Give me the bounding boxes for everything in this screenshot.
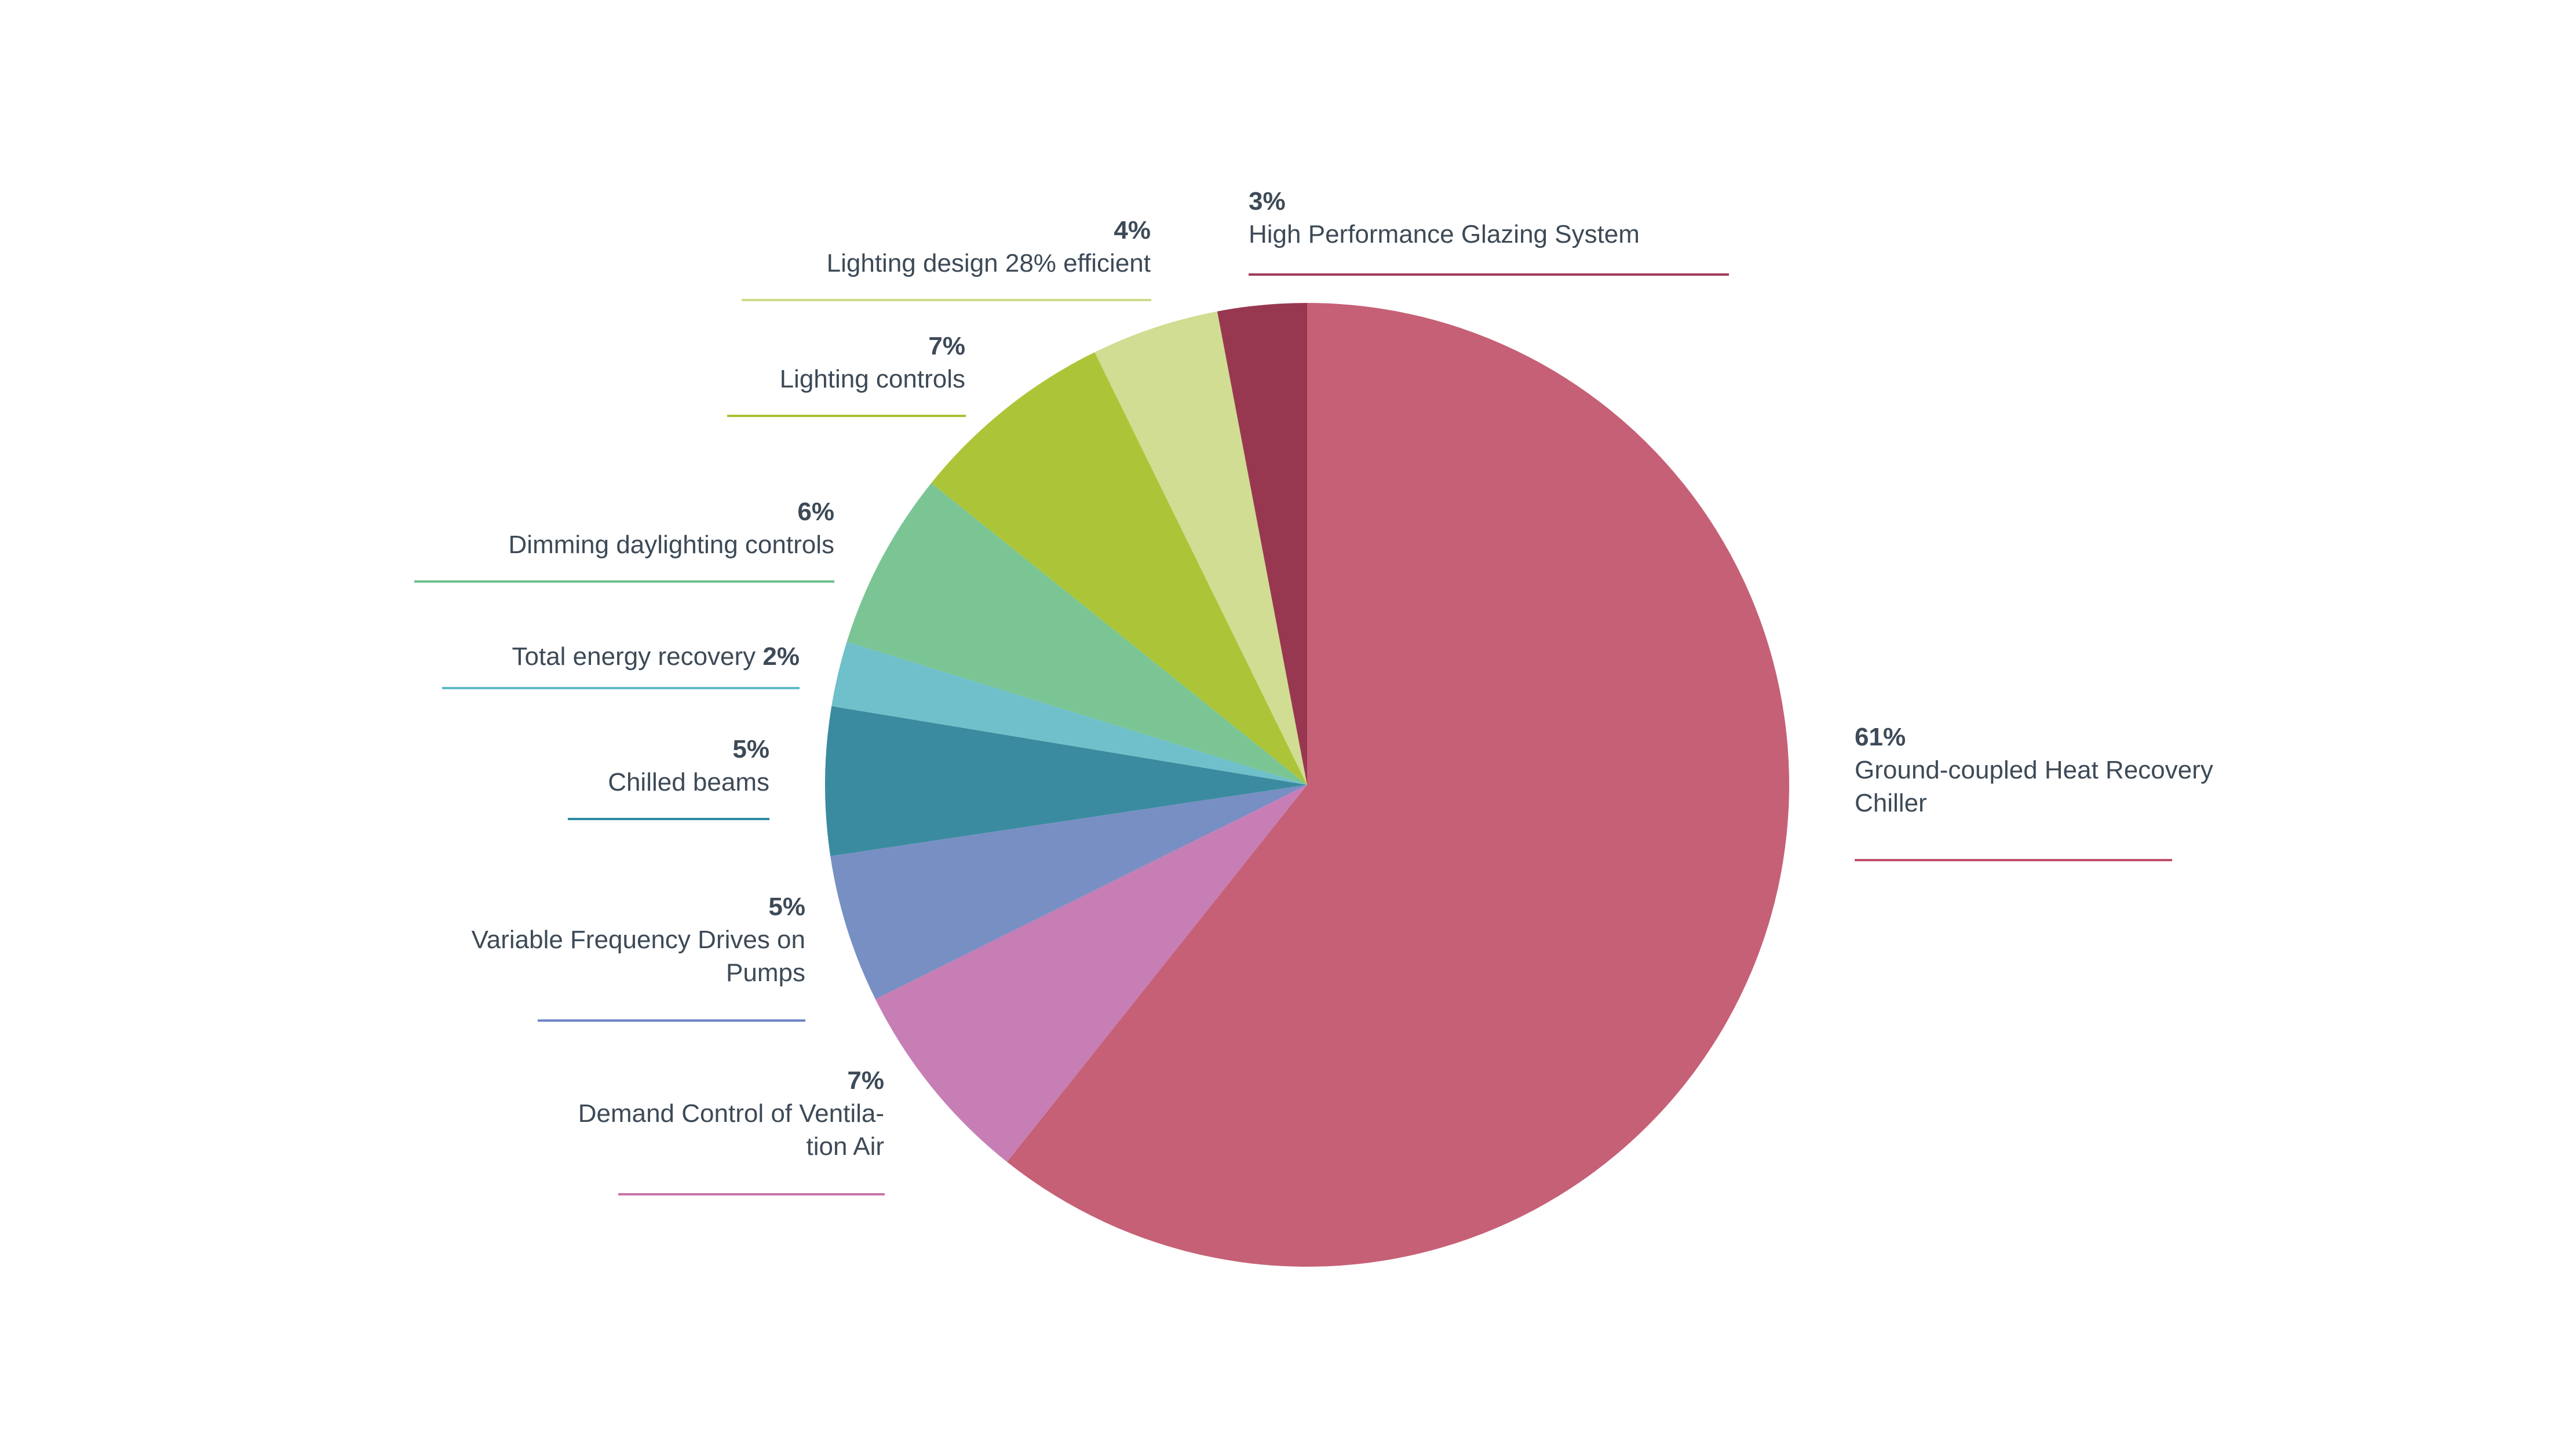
legend-rule-vfd [538,1019,805,1022]
slice-name-lctrl: Lighting controls [779,365,965,393]
slice-label-chilled: 5% Chilled beams [480,733,769,799]
slice-name-dimming: Dimming daylighting controls [508,531,834,559]
slice-label-lctrl: 7% Lighting controls [618,330,965,396]
slice-label-demand: 7% Demand Control of Ventila-tion Air [479,1064,884,1163]
pie-slice-lctrl [931,352,1307,785]
slice-name-ldesign: Lighting design 28% efficient [826,249,1151,277]
legend-rule-ldesign [742,299,1151,301]
slice-percent-ground: 61% [1855,723,1906,751]
pie-slice-ldesign [1094,311,1307,785]
slice-label-vfd: 5% Variable Frequency Drives on Pumps [400,890,805,989]
slice-percent-ldesign: 4% [1114,216,1151,244]
slice-name-demand: Demand Control of Ventila-tion Air [578,1099,884,1161]
pie-slice-dimming [846,482,1307,785]
slice-label-ldesign: 4% Lighting design 28% efficient [687,214,1151,280]
slice-percent-lctrl: 7% [928,332,965,360]
slice-label-ter: Total energy recovery 2% [336,640,800,673]
slice-name-ter: Total energy recovery [512,642,756,671]
legend-rule-glazing [1249,273,1729,276]
slice-name-glazing: High Performance Glazing System [1249,220,1640,248]
slice-percent-chilled: 5% [732,735,769,763]
legend-rule-demand [618,1193,885,1195]
pie-slice-glazing [1217,303,1307,785]
slice-name-vfd: Variable Frequency Drives on Pumps [471,926,805,987]
slice-label-glazing: 3% High Performance Glazing System [1249,185,1770,251]
slice-percent-demand: 7% [847,1066,884,1095]
slice-percent-dimming: 6% [797,498,834,526]
legend-rule-dimming [414,580,834,583]
slice-name-ground: Ground-coupled Heat Recovery Chiller [1855,756,2213,817]
slice-percent-ter: 2% [762,642,800,671]
slice-percent-glazing: 3% [1249,187,1286,215]
pie-slice-chilled [824,706,1307,857]
legend-rule-chilled [568,818,769,820]
pie-slice-ter [831,641,1307,785]
slice-percent-vfd: 5% [768,893,805,921]
legend-rule-ter [442,687,800,689]
pie-slice-demand [875,785,1307,1162]
pie-slice-vfd [830,785,1307,1000]
legend-rule-lctrl [727,415,966,417]
pie-slice-ground [1006,303,1790,1267]
slice-label-dimming: 6% Dimming daylighting controls [371,495,834,561]
slice-label-ground: 61% Ground-coupled Heat Recovery Chiller [1855,721,2260,820]
slice-name-chilled: Chilled beams [608,768,769,796]
legend-rule-ground [1855,859,2172,861]
pie-slices [824,303,1790,1267]
